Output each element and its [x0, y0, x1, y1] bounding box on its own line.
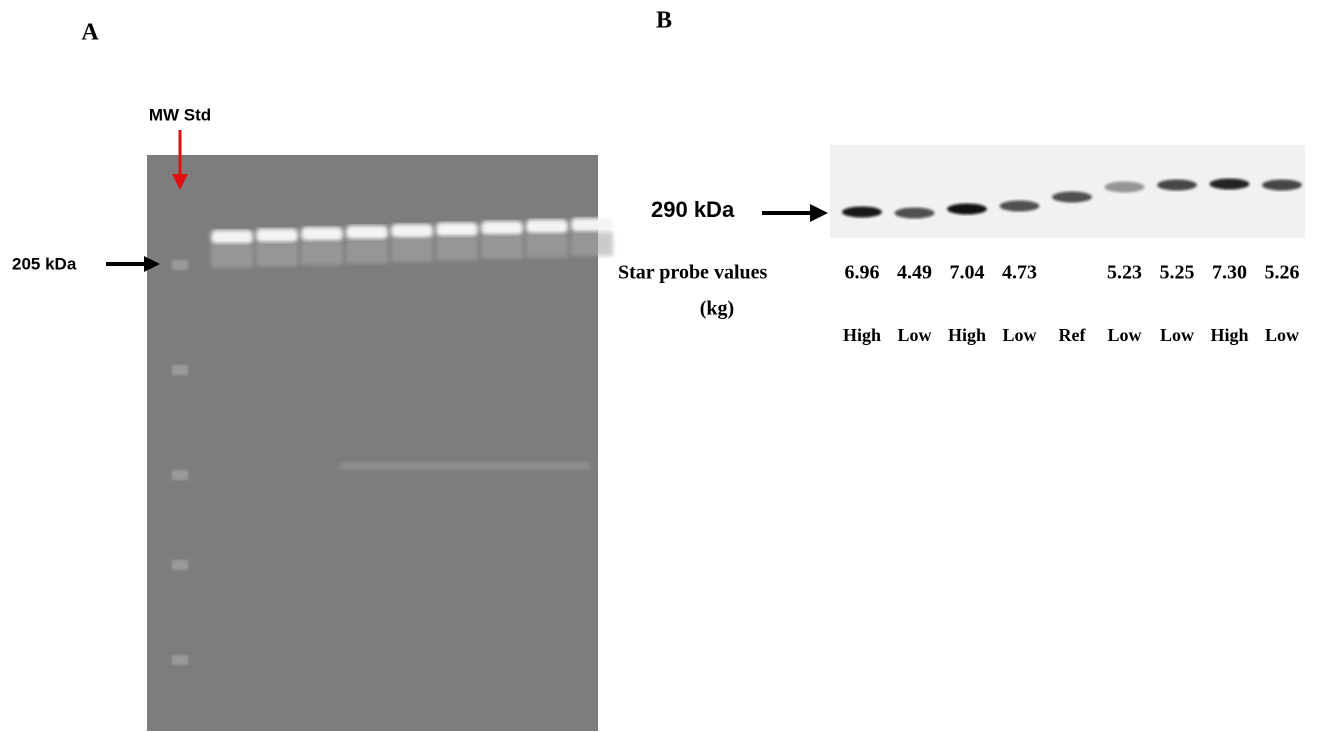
group-label: High: [1210, 325, 1248, 345]
blot-band: [1210, 179, 1250, 190]
probe-value: 4.49: [897, 262, 932, 284]
gel-smear: [256, 243, 298, 267]
probe-value: 7.30: [1212, 262, 1247, 284]
ladder-band: [172, 260, 188, 270]
gel-band: [481, 221, 523, 235]
lane-labels: 6.96 High 4.49 Low 7.04 High 4.73 Low Ref 5.23 Low…: [843, 262, 1300, 346]
gel-band: [346, 226, 388, 240]
probe-value: 4.73: [1002, 262, 1037, 284]
gel-band: [571, 218, 613, 232]
mw-label: MW Std: [149, 105, 211, 124]
gel-artifact: [340, 462, 590, 470]
gel-smear: [481, 235, 523, 259]
group-label: Low: [897, 325, 931, 345]
gel-band: [391, 224, 433, 238]
ladder-band: [172, 470, 188, 480]
probe-value: 6.96: [845, 262, 880, 284]
probe-value: 7.04: [950, 262, 985, 284]
gel-smear: [391, 238, 433, 262]
gel-band: [436, 223, 478, 237]
gel-smear: [301, 241, 343, 265]
gel-band: [526, 220, 568, 234]
group-label: Low: [1160, 325, 1194, 345]
ladder-band: [172, 365, 188, 375]
units-label: (kg): [700, 298, 734, 320]
blot-band: [842, 207, 882, 218]
gel-band: [301, 227, 343, 241]
gel-smear: [526, 234, 568, 258]
group-label: Low: [1107, 325, 1141, 345]
values-label: Star probe values: [618, 262, 767, 284]
gel-band: [256, 229, 298, 243]
ladder-band: [172, 560, 188, 570]
gel-band: [211, 230, 253, 244]
ladder-band: [172, 655, 188, 665]
panel-label: B: [656, 8, 672, 34]
blot-band: [1262, 180, 1302, 191]
probe-value: 5.23: [1107, 262, 1142, 284]
gel-smear: [346, 240, 388, 264]
group-label: Ref: [1059, 325, 1087, 345]
blot-band: [1000, 201, 1040, 212]
marker-label: 205 kDa: [12, 254, 77, 273]
figure: A B MW Std 205 kDa 290 kDa Star probe va…: [0, 0, 1317, 732]
blot-band: [895, 208, 935, 219]
blot-band: [1105, 182, 1145, 193]
blot-band: [1052, 192, 1092, 203]
blot-band: [947, 204, 987, 215]
probe-value: 5.26: [1265, 262, 1300, 284]
blot-band: [1157, 180, 1197, 191]
arrowhead: [810, 204, 828, 222]
group-label: High: [843, 325, 881, 345]
group-label: High: [948, 325, 986, 345]
marker-label: 290 kDa: [651, 197, 735, 222]
panel-label: A: [81, 20, 99, 46]
blot: [830, 145, 1305, 238]
probe-value: 5.25: [1160, 262, 1195, 284]
group-label: Low: [1002, 325, 1036, 345]
group-label: Low: [1265, 325, 1299, 345]
gel-smear: [436, 237, 478, 261]
gel-smear: [211, 244, 253, 268]
gel-smear: [571, 232, 613, 256]
